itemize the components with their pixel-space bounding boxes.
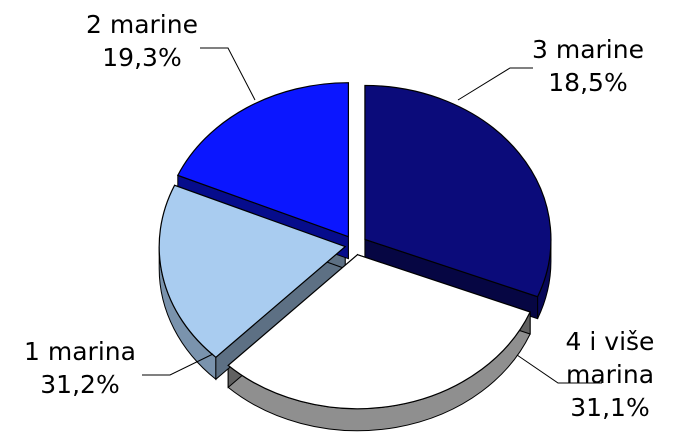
- slice-label-3: 3 marine 18,5%: [532, 35, 644, 97]
- leader-lines: [142, 47, 602, 384]
- slice-value-0: 31,1%: [570, 393, 649, 422]
- slice-name-0: 4 i više: [566, 327, 655, 356]
- pie-slice-1-marina: [227, 254, 531, 410]
- slice-name-0: marina: [566, 360, 654, 389]
- leader-line-0: [516, 354, 602, 384]
- pie-slice-3-marine: [176, 82, 350, 238]
- pie-tops: [158, 82, 552, 410]
- data-labels: 4 i više marina 31,1% 1 marina 31,2% 2 marine…: [24, 10, 654, 422]
- slice-value-1: 31,2%: [40, 370, 119, 399]
- slice-name-1: 1 marina: [24, 337, 136, 366]
- pie-slice-4-i-vi-e-marina: [364, 84, 552, 298]
- slice-label-2: 2 marine 19,3%: [86, 10, 198, 72]
- leader-line-2: [200, 47, 256, 101]
- slice-name-3: 3 marine: [532, 35, 644, 64]
- slice-label-1: 1 marina 31,2%: [24, 337, 136, 399]
- leader-line-3: [457, 67, 533, 101]
- slice-value-3: 18,5%: [548, 68, 627, 97]
- slice-name-2: 2 marine: [86, 10, 198, 39]
- pie-slice-2-marine: [158, 184, 347, 359]
- leader-line-1: [142, 353, 214, 376]
- slice-value-2: 19,3%: [102, 43, 181, 72]
- slice-label-0: 4 i više marina 31,1%: [566, 327, 655, 422]
